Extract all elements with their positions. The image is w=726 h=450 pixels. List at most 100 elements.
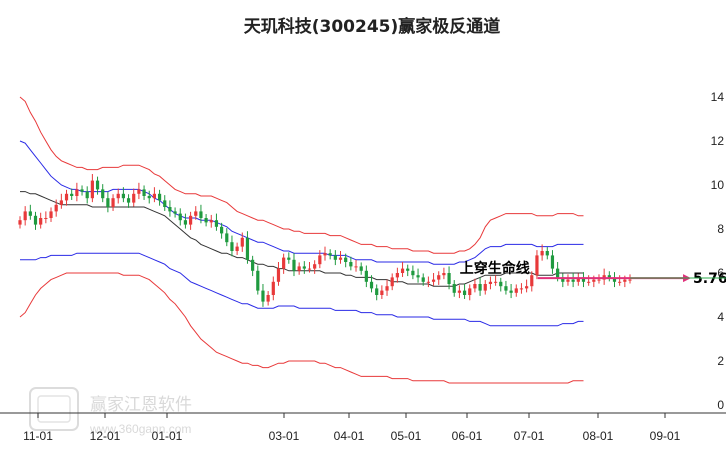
candle	[168, 200, 172, 217]
watermark-logo	[29, 387, 79, 431]
candle-body	[54, 204, 58, 212]
candle-body	[111, 198, 115, 207]
candle	[380, 285, 384, 299]
candle-body	[266, 295, 270, 302]
candle-body	[380, 290, 384, 295]
candle-body	[452, 284, 456, 293]
candle-body	[556, 268, 560, 278]
candle-body	[132, 193, 136, 203]
candle	[493, 275, 498, 286]
candle	[23, 206, 27, 226]
candle-body	[333, 255, 337, 260]
candle	[75, 182, 79, 202]
candle	[369, 275, 374, 293]
candle-body	[571, 279, 575, 282]
candle-body	[468, 288, 472, 295]
candle	[359, 262, 363, 275]
candle-body	[323, 253, 327, 256]
candle-body	[504, 286, 508, 291]
candle-body	[488, 281, 493, 284]
candle	[292, 253, 296, 277]
candle-body	[235, 246, 239, 251]
axes: 11-01 12-01 01-01 03-01 04-01 05-01 06-01 07-01…	[0, 90, 726, 443]
candle-body	[85, 191, 89, 199]
series-upper-outer-line	[19, 96, 584, 254]
candle-body	[256, 270, 260, 291]
candle-body	[581, 277, 586, 282]
candle	[607, 271, 611, 282]
candle-body	[576, 277, 580, 282]
candle-body	[612, 277, 617, 282]
candle	[245, 231, 250, 264]
y-tick-label: 14	[711, 90, 725, 104]
x-tick-label: 04-01	[334, 429, 365, 443]
candle	[287, 252, 291, 264]
watermark-text: 赢家江恩软件	[90, 395, 192, 415]
candle	[59, 193, 63, 209]
candle	[214, 213, 219, 231]
x-tick-label: 01-01	[152, 429, 183, 443]
candle-body	[375, 288, 379, 295]
candle-body	[95, 180, 100, 190]
candle	[90, 174, 94, 203]
candle-body	[44, 218, 48, 219]
candle	[323, 246, 327, 261]
candle-body	[23, 211, 27, 221]
candle	[411, 265, 415, 280]
candle	[39, 212, 43, 229]
candle	[587, 275, 591, 286]
candle-body	[209, 220, 213, 223]
candle-body	[214, 220, 219, 227]
candle-body	[550, 255, 555, 269]
candle-body	[421, 277, 425, 282]
candle	[70, 188, 74, 200]
candle	[499, 277, 503, 292]
candle-body	[178, 213, 182, 221]
candle	[188, 211, 193, 230]
candle	[395, 267, 399, 283]
candle-body	[442, 273, 446, 276]
candle	[313, 260, 317, 274]
candle	[147, 190, 151, 204]
candle	[468, 284, 472, 301]
candle	[545, 247, 549, 260]
candle	[338, 251, 343, 264]
candle-body	[390, 277, 394, 287]
candle	[344, 253, 348, 268]
candle	[488, 276, 493, 290]
candle	[525, 279, 529, 293]
series-lower-inner-line	[20, 252, 584, 327]
candle	[44, 211, 48, 224]
candle	[240, 232, 244, 252]
candle-body	[623, 279, 627, 282]
candlesticks	[18, 174, 632, 307]
candle	[173, 207, 177, 218]
candle-body	[199, 211, 203, 218]
candle-body	[437, 275, 441, 280]
x-tick-label: 06-01	[452, 429, 483, 443]
candle-body	[628, 279, 632, 281]
candle-body	[447, 273, 451, 284]
candle-body	[220, 226, 224, 234]
candle-body	[49, 211, 53, 218]
annotation-cross-life-line: 上穿生命线	[460, 260, 530, 277]
candle-body	[194, 211, 198, 216]
candle-body	[80, 189, 84, 192]
candle	[328, 249, 332, 260]
candle-body	[183, 220, 188, 225]
candle-body	[457, 290, 462, 293]
candle-body	[106, 198, 110, 207]
x-tick-label: 09-01	[650, 429, 681, 443]
candle	[261, 284, 265, 307]
candle	[349, 256, 353, 271]
candle	[457, 285, 462, 299]
candle-body	[493, 281, 498, 283]
candle	[209, 214, 213, 228]
candle-body	[354, 266, 358, 268]
candle-body	[287, 257, 291, 260]
candle	[152, 187, 157, 203]
candle-body	[271, 281, 275, 295]
candle	[282, 253, 286, 274]
candle	[442, 267, 446, 280]
candle	[354, 259, 358, 272]
